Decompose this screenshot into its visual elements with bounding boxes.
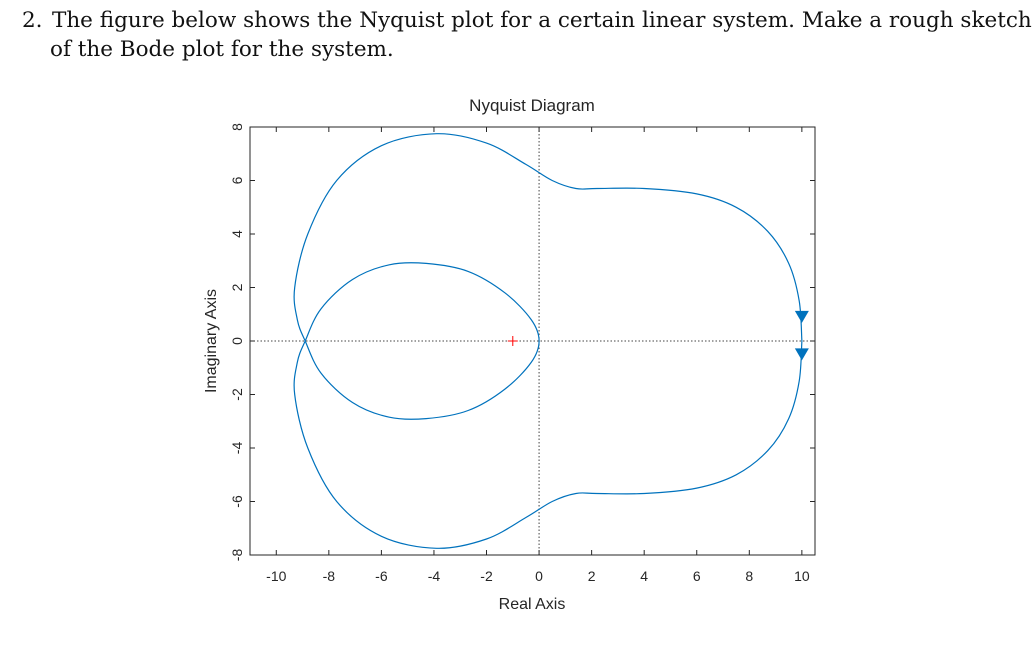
x-tick-label: 4 <box>640 568 648 584</box>
y-axis-label: Imaginary Axis <box>203 289 220 393</box>
x-tick-labels: -10 -8 -6 -4 -2 0 2 4 6 8 10 <box>266 568 810 584</box>
y-tick-label: 0 <box>229 337 245 345</box>
x-tick-label: -8 <box>323 568 336 584</box>
problem-text-line-1: The figure below shows the Nyquist plot … <box>52 8 1032 33</box>
x-tick-label: -4 <box>428 568 441 584</box>
x-tick-label: 10 <box>794 568 810 584</box>
direction-arrow <box>794 348 809 361</box>
problem-text-line-2: of the Bode plot for the system. <box>50 37 394 62</box>
y-tick-label: 4 <box>229 230 245 238</box>
y-tick-label: -4 <box>229 442 245 455</box>
y-tick-label: 6 <box>229 176 245 184</box>
direction-arrows <box>794 310 809 361</box>
x-tick-label: 8 <box>745 568 753 584</box>
x-axis-label: Real Axis <box>499 596 566 613</box>
nyquist-curve <box>293 133 803 549</box>
x-tick-label: 2 <box>588 568 596 584</box>
chart-title: Nyquist Diagram <box>469 96 595 115</box>
nyquist-curve-line <box>293 133 803 549</box>
y-tick-label: -6 <box>229 495 245 508</box>
plot-area <box>250 127 815 555</box>
y-tick-labels: -8 -6 -4 -2 0 2 4 6 8 <box>229 123 245 561</box>
direction-arrow <box>794 310 809 323</box>
y-tick-label: -8 <box>229 549 245 562</box>
problem-number: 2. <box>22 8 43 33</box>
plot-box <box>249 126 816 556</box>
y-tick-label: 2 <box>229 283 245 291</box>
y-tick-label: -2 <box>229 388 245 401</box>
x-tick-label: -6 <box>375 568 388 584</box>
critical-point-marker <box>507 336 518 346</box>
x-tick-label: -2 <box>480 568 493 584</box>
x-tick-label: 0 <box>535 568 543 584</box>
y-tick-label: 8 <box>229 123 245 131</box>
x-tick-label: 6 <box>693 568 701 584</box>
x-tick-label: -10 <box>266 568 286 584</box>
